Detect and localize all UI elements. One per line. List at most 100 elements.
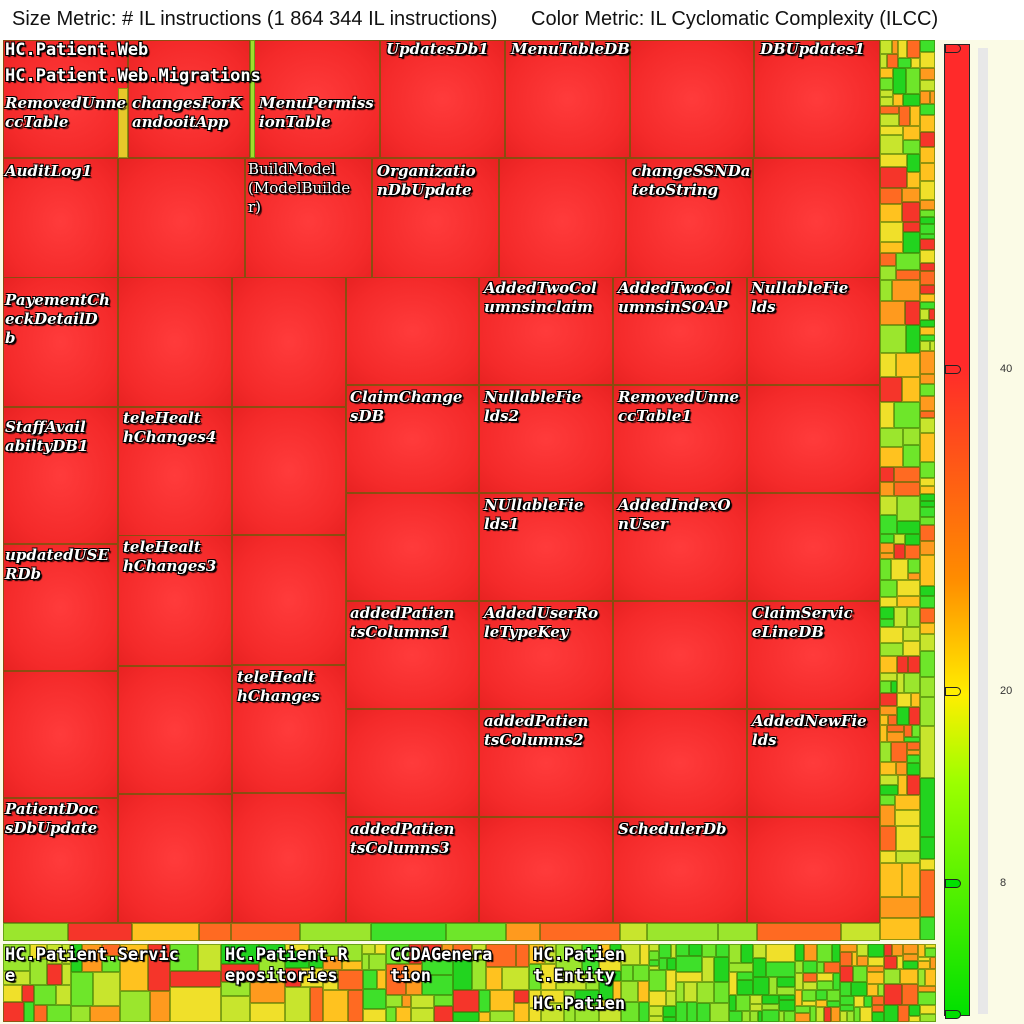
treemap-small-cell[interactable] [453, 1012, 479, 1022]
treemap-small-cell[interactable] [514, 990, 529, 1003]
treemap-small-cell[interactable] [411, 995, 434, 1008]
treemap-small-cell[interactable] [422, 944, 442, 960]
treemap-small-cell[interactable] [907, 742, 920, 750]
treemap-small-cell[interactable] [920, 320, 935, 327]
treemap-small-cell[interactable] [880, 706, 897, 715]
migration-class-cell[interactable] [250, 40, 380, 158]
treemap-small-cell[interactable] [920, 217, 935, 224]
treemap-small-cell[interactable] [906, 68, 920, 94]
migration-class-cell[interactable] [479, 493, 613, 601]
treemap-small-cell[interactable] [894, 534, 905, 544]
treemap-small-cell[interactable] [857, 956, 868, 966]
treemap-small-cell[interactable] [920, 263, 935, 271]
treemap-small-cell[interactable] [516, 944, 529, 967]
migration-class-cell[interactable] [747, 709, 880, 817]
treemap-small-cell[interactable] [884, 1005, 898, 1022]
migration-class-cell[interactable] [747, 493, 880, 601]
treemap-small-cell[interactable] [486, 967, 502, 990]
treemap-small-cell[interactable] [920, 501, 935, 507]
treemap-small-cell[interactable] [810, 1006, 816, 1022]
treemap-small-cell[interactable] [649, 951, 659, 960]
treemap-small-cell[interactable] [737, 980, 753, 995]
treemap-small-cell[interactable] [880, 863, 902, 897]
treemap-small-cell[interactable] [71, 944, 82, 972]
treemap-small-cell[interactable] [659, 958, 667, 970]
treemap-small-cell[interactable] [148, 944, 170, 991]
treemap-small-cell[interactable] [908, 559, 920, 573]
treemap-small-cell[interactable] [920, 68, 935, 80]
color-scale-marker[interactable] [945, 1010, 961, 1019]
treemap-small-cell[interactable] [639, 1002, 649, 1022]
treemap-small-cell[interactable] [920, 507, 935, 517]
treemap-small-cell[interactable] [902, 202, 920, 222]
treemap-small-cell[interactable] [453, 960, 472, 990]
treemap-small-cell[interactable] [880, 580, 897, 597]
migration-class-cell[interactable] [479, 277, 613, 385]
treemap-small-cell[interactable] [920, 634, 935, 651]
treemap-small-cell[interactable] [769, 977, 777, 995]
treemap-small-cell[interactable] [880, 325, 906, 353]
treemap-small-cell[interactable] [231, 923, 300, 941]
treemap-small-cell[interactable] [824, 1007, 831, 1022]
treemap-small-cell[interactable] [3, 944, 30, 971]
treemap-small-cell[interactable] [920, 163, 935, 181]
treemap-small-cell[interactable] [676, 944, 689, 956]
treemap-small-cell[interactable] [880, 78, 893, 90]
treemap-small-cell[interactable] [833, 973, 840, 990]
treemap-small-cell[interactable] [795, 944, 804, 961]
migration-class-cell[interactable] [346, 817, 479, 923]
migration-class-cell[interactable] [346, 493, 479, 601]
migration-class-cell[interactable] [479, 385, 613, 493]
migration-class-cell[interactable] [118, 794, 232, 923]
migration-class-cell[interactable] [747, 817, 880, 923]
migration-class-cell[interactable] [613, 709, 747, 817]
treemap-small-cell[interactable] [599, 958, 621, 971]
treemap-small-cell[interactable] [649, 944, 659, 951]
migration-class-cell[interactable] [346, 601, 479, 709]
treemap-small-cell[interactable] [3, 971, 30, 985]
treemap-small-cell[interactable] [170, 971, 221, 987]
treemap-small-cell[interactable] [907, 775, 920, 795]
treemap-small-cell[interactable] [803, 982, 817, 990]
treemap-small-cell[interactable] [649, 966, 659, 970]
treemap-small-cell[interactable] [925, 948, 936, 957]
treemap-small-cell[interactable] [529, 1008, 541, 1022]
treemap-small-cell[interactable] [880, 242, 903, 253]
treemap-small-cell[interactable] [896, 253, 920, 270]
treemap-small-cell[interactable] [868, 944, 884, 957]
treemap-small-cell[interactable] [864, 996, 872, 1007]
treemap-small-cell[interactable] [649, 960, 659, 966]
treemap-small-cell[interactable] [880, 90, 893, 97]
treemap-small-cell[interactable] [840, 996, 854, 1005]
treemap-small-cell[interactable] [375, 944, 386, 954]
treemap-small-cell[interactable] [920, 40, 935, 52]
treemap-small-cell[interactable] [896, 270, 920, 280]
treemap-small-cell[interactable] [880, 447, 903, 467]
treemap-small-cell[interactable] [880, 204, 902, 222]
treemap-small-cell[interactable] [22, 985, 34, 1002]
treemap-small-cell[interactable] [348, 990, 363, 1022]
treemap-small-cell[interactable] [323, 970, 338, 990]
treemap-small-cell[interactable] [853, 966, 867, 982]
treemap-small-cell[interactable] [880, 805, 895, 826]
treemap-small-cell[interactable] [920, 623, 935, 634]
treemap-small-cell[interactable] [909, 1005, 920, 1016]
treemap-small-cell[interactable] [779, 1011, 784, 1022]
treemap-small-cell[interactable] [621, 944, 640, 965]
treemap-small-cell[interactable] [893, 68, 906, 94]
treemap-small-cell[interactable] [920, 52, 935, 68]
migration-class-cell[interactable] [479, 601, 613, 709]
treemap-small-cell[interactable] [816, 1007, 824, 1022]
treemap-small-cell[interactable] [903, 222, 920, 232]
treemap-small-cell[interactable] [300, 923, 371, 941]
treemap-small-cell[interactable] [506, 923, 540, 941]
migration-class-cell[interactable] [3, 40, 128, 158]
treemap-small-cell[interactable] [753, 958, 766, 977]
treemap-small-cell[interactable] [795, 990, 802, 1006]
treemap-small-cell[interactable] [878, 984, 884, 996]
treemap-small-cell[interactable] [920, 651, 935, 677]
treemap-small-cell[interactable] [647, 923, 718, 941]
treemap-small-cell[interactable] [633, 965, 649, 981]
treemap-small-cell[interactable] [841, 923, 880, 941]
treemap-small-cell[interactable] [892, 40, 898, 54]
